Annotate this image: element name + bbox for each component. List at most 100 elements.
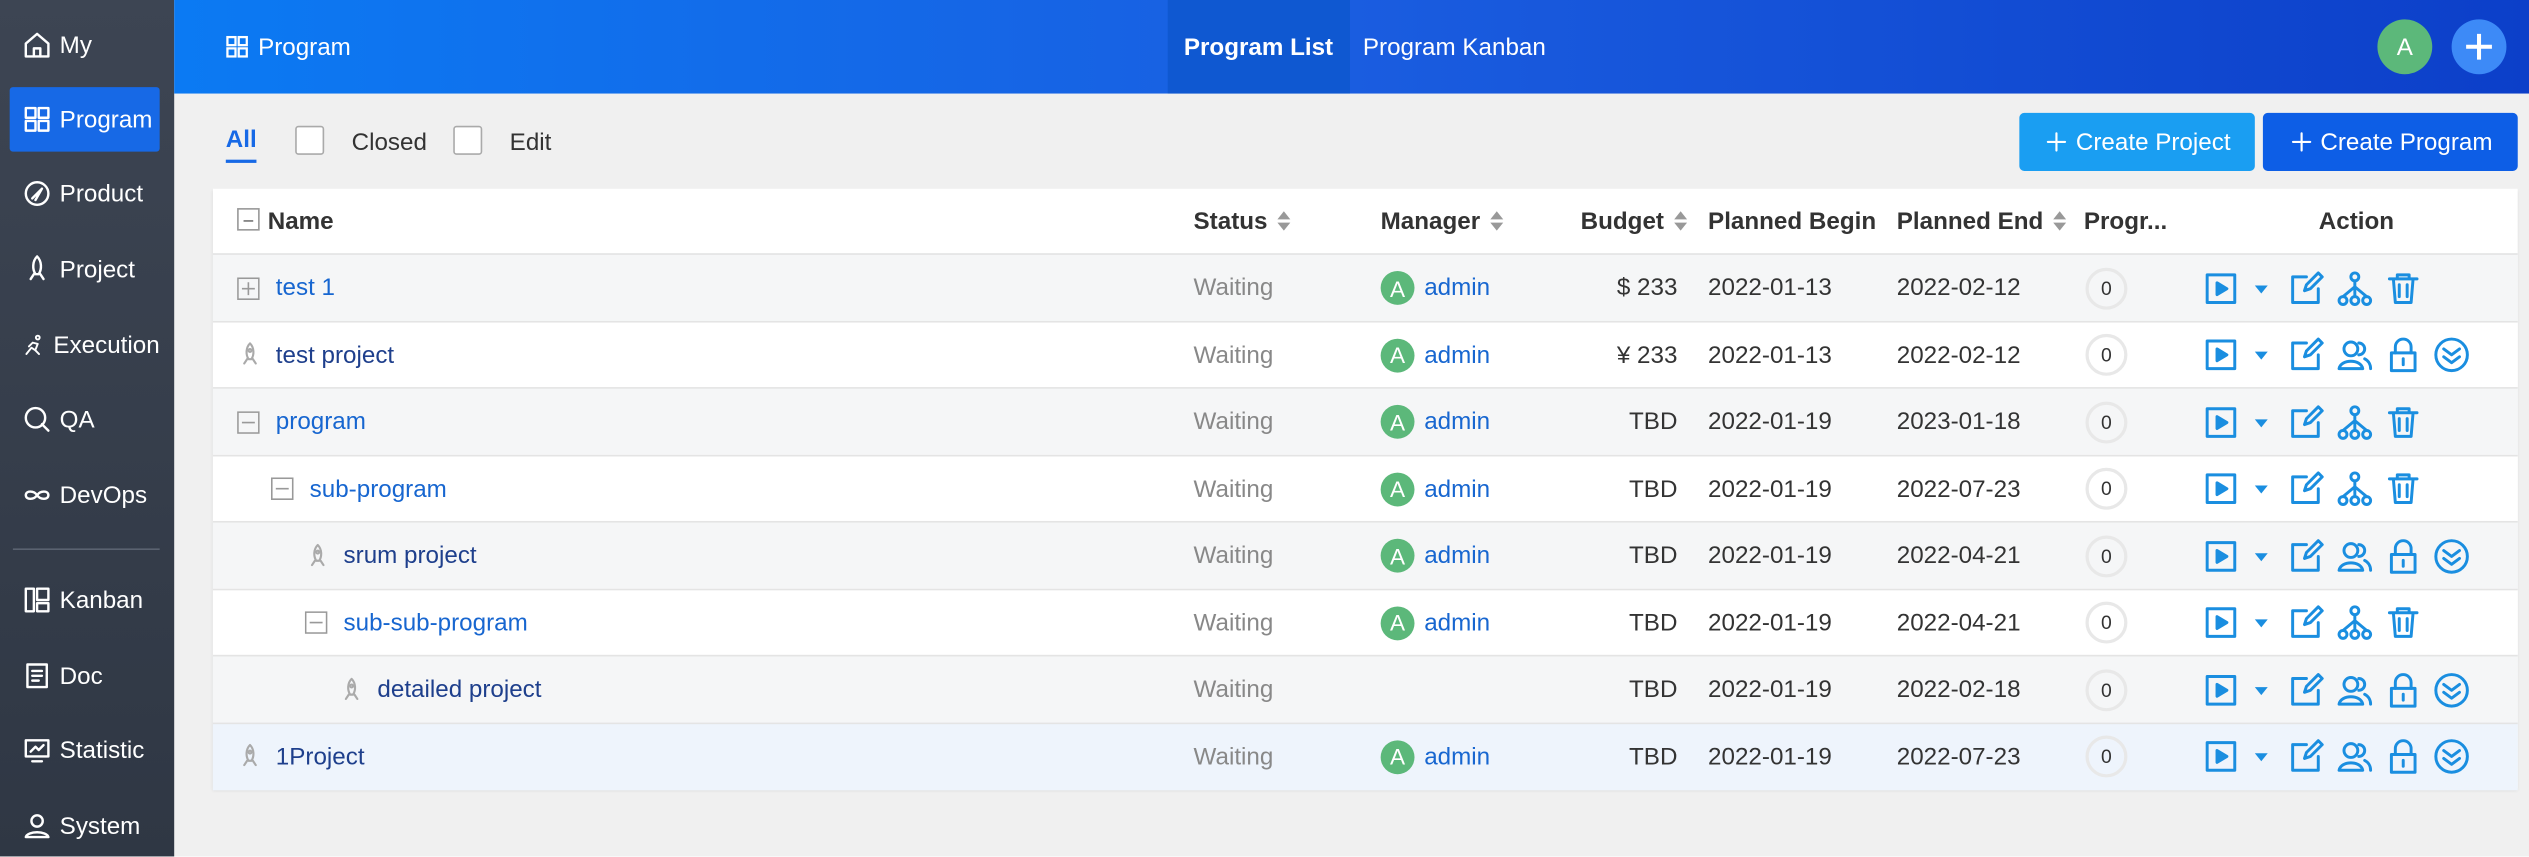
action-button[interactable]	[2289, 322, 2324, 388]
action-button[interactable]	[2337, 255, 2373, 321]
action-button[interactable]	[2385, 255, 2420, 321]
add-button[interactable]	[2451, 19, 2507, 75]
action-button[interactable]	[2337, 590, 2373, 656]
progress-ring: 0	[2085, 266, 2128, 309]
nav-item[interactable]: Doc	[10, 644, 160, 709]
expand-toggle[interactable]	[237, 389, 260, 455]
action-dropdown[interactable]	[2252, 723, 2271, 789]
action-button[interactable]	[2385, 523, 2420, 589]
nav-item[interactable]: QA	[10, 387, 160, 452]
action-button[interactable]	[2434, 322, 2469, 388]
column-header[interactable]: Budget	[1581, 189, 1689, 254]
action-button[interactable]	[2337, 389, 2373, 455]
action-button[interactable]	[2434, 656, 2469, 722]
action-button[interactable]	[2203, 389, 2238, 455]
action-button[interactable]	[2203, 523, 2238, 589]
manager-name[interactable]: admin	[1424, 274, 1491, 302]
action-button[interactable]	[2385, 456, 2420, 522]
action-button[interactable]	[2385, 389, 2420, 455]
action-button[interactable]	[2203, 723, 2238, 789]
progress-ring: 0	[2085, 467, 2128, 510]
column-header[interactable]: Status	[1194, 189, 1292, 254]
action-dropdown[interactable]	[2252, 389, 2271, 455]
checkbox[interactable]	[295, 125, 325, 155]
row-name[interactable]: program	[275, 408, 366, 436]
action-button[interactable]	[2289, 255, 2324, 321]
nav-item[interactable]: Execution	[10, 313, 160, 378]
manager-name[interactable]: admin	[1424, 341, 1491, 369]
nav-item[interactable]: System	[10, 794, 160, 857]
checkbox[interactable]	[453, 125, 483, 155]
action-button[interactable]	[2337, 656, 2373, 722]
action-button[interactable]	[2289, 456, 2324, 522]
nav-item[interactable]: Program	[9, 87, 160, 152]
row-name[interactable]: test 1	[275, 274, 335, 302]
manager-name[interactable]: admin	[1424, 408, 1491, 436]
action-dropdown[interactable]	[2252, 456, 2271, 522]
column-header[interactable]: Manager	[1381, 189, 1505, 254]
column-header[interactable]: Planned End	[1897, 189, 2068, 254]
user-avatar[interactable]: A	[2377, 19, 2433, 75]
action-button[interactable]	[2385, 322, 2420, 388]
expand-toggle[interactable]	[304, 590, 328, 656]
action-button[interactable]	[2203, 456, 2238, 522]
expand-toggle[interactable]	[237, 255, 260, 321]
action-button[interactable]	[2289, 723, 2324, 789]
nav-item[interactable]: Statistic	[10, 718, 160, 783]
nav-item[interactable]: Product	[10, 161, 160, 226]
action-button[interactable]	[2289, 389, 2324, 455]
row-name[interactable]: srum project	[343, 541, 477, 570]
manager-avatar: A	[1380, 739, 1415, 774]
row-name[interactable]: sub-program	[309, 474, 447, 503]
action-dropdown[interactable]	[2252, 322, 2271, 388]
action-button[interactable]	[2289, 523, 2324, 589]
action-dropdown[interactable]	[2252, 590, 2271, 656]
action-dropdown[interactable]	[2252, 255, 2271, 321]
action-button[interactable]	[2203, 255, 2238, 321]
row-budget: TBD	[1629, 608, 1678, 637]
button-label: Create Project	[2075, 128, 2231, 156]
nav-label: Program	[59, 105, 153, 134]
expand-toggle[interactable]	[270, 456, 294, 522]
action-button[interactable]	[2337, 723, 2373, 789]
nav-tab[interactable]: Program Kanban	[1362, 33, 1546, 61]
select-all[interactable]	[237, 208, 260, 231]
nav-item[interactable]: Project	[10, 237, 160, 302]
action-button[interactable]	[2434, 723, 2469, 789]
nav-tab[interactable]: Program List	[1167, 0, 1350, 94]
filter-all[interactable]: All	[225, 126, 257, 163]
row-name[interactable]: sub-sub-program	[343, 608, 528, 637]
manager-name[interactable]: admin	[1424, 742, 1491, 771]
column-label: Planned Begin	[1708, 207, 1877, 235]
action-button[interactable]	[2337, 523, 2373, 589]
header: Program A Program List Program Kanban	[174, 0, 2529, 94]
row-name[interactable]: test project	[275, 341, 395, 369]
action-button[interactable]	[2289, 656, 2324, 722]
manager-name[interactable]: admin	[1424, 541, 1491, 570]
row-begin: 2022-01-19	[1708, 675, 1832, 704]
action-button[interactable]	[2289, 590, 2324, 656]
row-budget: TBD	[1629, 541, 1678, 570]
action-button[interactable]	[2385, 656, 2420, 722]
action-button[interactable]	[2337, 456, 2373, 522]
action-button[interactable]	[2203, 590, 2238, 656]
action-button[interactable]	[2337, 322, 2373, 388]
row-name[interactable]: detailed project	[377, 675, 542, 704]
action-button[interactable]	[2203, 656, 2238, 722]
action-button[interactable]	[2385, 590, 2420, 656]
action-dropdown[interactable]	[2252, 656, 2271, 722]
manager-name[interactable]: admin	[1424, 474, 1491, 503]
create-button[interactable]: Create Program	[2262, 112, 2518, 171]
action-button[interactable]	[2203, 322, 2238, 388]
nav-item[interactable]: Kanban	[10, 568, 160, 633]
row-name[interactable]: 1Project	[275, 742, 365, 771]
action-button[interactable]	[2385, 723, 2420, 789]
manager-name[interactable]: admin	[1424, 608, 1491, 637]
header-title[interactable]: Program	[226, 0, 351, 94]
create-button[interactable]: Create Project	[2019, 112, 2255, 171]
action-button[interactable]	[2434, 523, 2469, 589]
nav-item[interactable]: My	[10, 13, 160, 78]
action-dropdown[interactable]	[2252, 523, 2271, 589]
nav-item[interactable]: DevOps	[10, 463, 160, 528]
